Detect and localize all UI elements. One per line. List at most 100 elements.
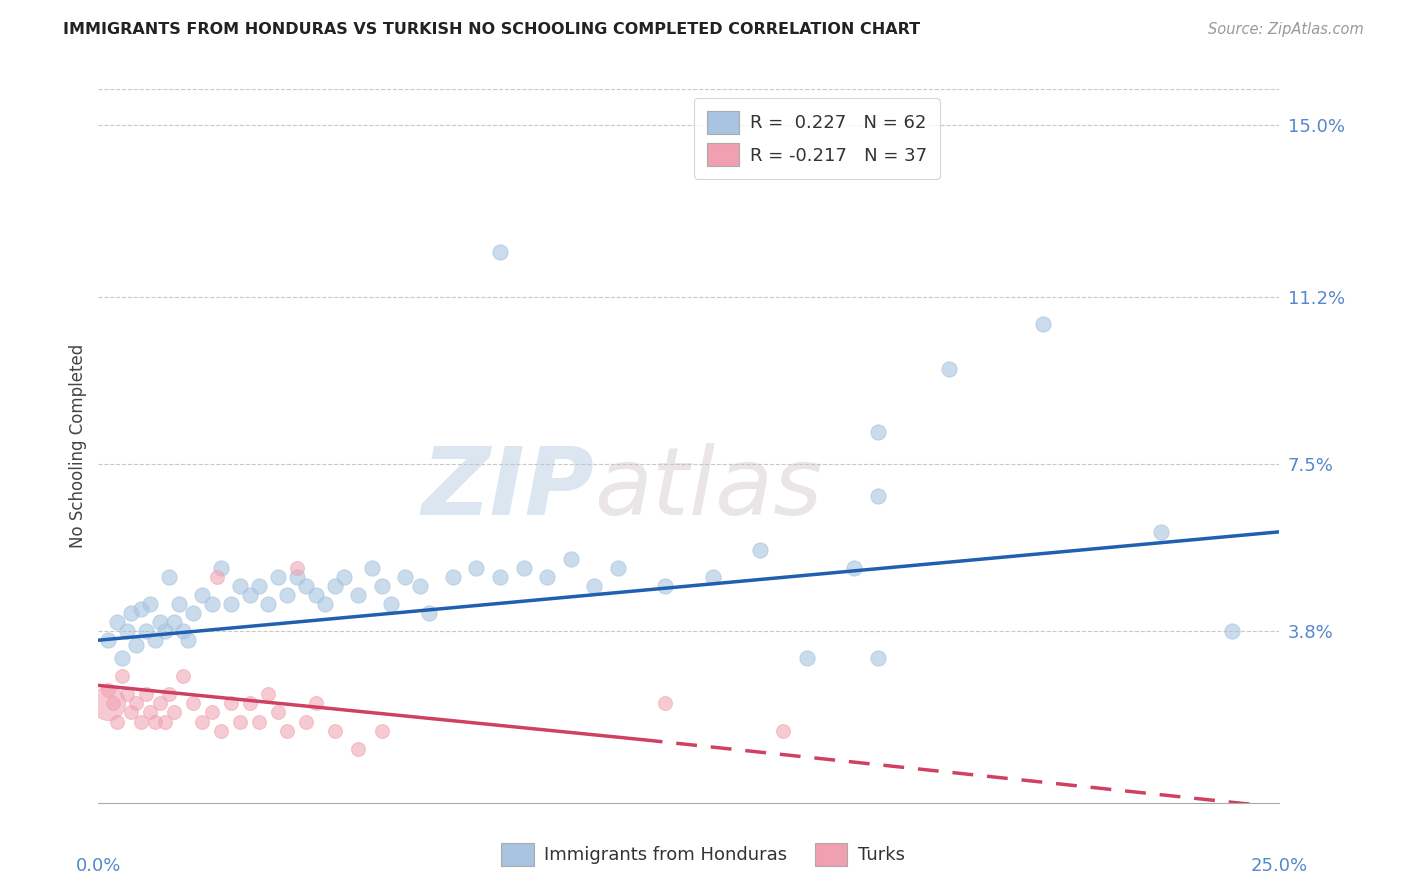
Point [229, 579, 252, 593]
Point [121, 606, 143, 620]
Point [866, 651, 889, 665]
Point [115, 624, 138, 639]
Point [125, 697, 148, 711]
Point [371, 579, 394, 593]
Point [163, 615, 186, 629]
Point [295, 579, 318, 593]
Point [97, 682, 120, 697]
Point [323, 579, 346, 593]
Point [323, 723, 346, 738]
Point [394, 570, 416, 584]
Point [276, 588, 298, 602]
Point [191, 714, 214, 729]
Point [654, 697, 676, 711]
Point [702, 570, 724, 584]
Point [157, 570, 180, 584]
Text: IMMIGRANTS FROM HONDURAS VS TURKISH NO SCHOOLING COMPLETED CORRELATION CHART: IMMIGRANTS FROM HONDURAS VS TURKISH NO S… [63, 22, 921, 37]
Point [305, 697, 328, 711]
Text: Source: ZipAtlas.com: Source: ZipAtlas.com [1208, 22, 1364, 37]
Point [314, 597, 336, 611]
Point [181, 697, 204, 711]
Text: 25.0%: 25.0% [1251, 857, 1308, 875]
Point [257, 687, 280, 701]
Legend: R =  0.227   N = 62, R = -0.217   N = 37: R = 0.227 N = 62, R = -0.217 N = 37 [695, 98, 939, 179]
Point [201, 597, 224, 611]
Point [267, 706, 290, 720]
Point [143, 714, 166, 729]
Point [163, 706, 186, 720]
Point [129, 714, 152, 729]
Point [866, 425, 889, 440]
Point [418, 606, 440, 620]
Point [295, 714, 318, 729]
Point [380, 597, 402, 611]
Point [181, 606, 204, 620]
Point [153, 714, 176, 729]
Point [361, 561, 384, 575]
Point [239, 588, 262, 602]
Point [172, 669, 194, 683]
Point [512, 561, 534, 575]
Point [489, 570, 512, 584]
Text: ZIP: ZIP [422, 442, 595, 535]
Point [347, 741, 370, 756]
Point [129, 601, 152, 615]
Point [201, 706, 224, 720]
Point [866, 489, 889, 503]
Point [167, 597, 190, 611]
Point [111, 669, 134, 683]
Point [607, 561, 630, 575]
Point [172, 624, 194, 639]
Point [157, 687, 180, 701]
Point [772, 723, 794, 738]
Point [748, 542, 770, 557]
Text: 0.0%: 0.0% [76, 857, 121, 875]
Point [97, 697, 120, 711]
Point [153, 624, 176, 639]
Point [247, 714, 270, 729]
Point [105, 615, 128, 629]
Text: atlas: atlas [595, 443, 823, 534]
Point [125, 638, 148, 652]
Point [209, 723, 232, 738]
Point [1150, 524, 1173, 539]
Point [276, 723, 298, 738]
Point [219, 697, 242, 711]
Point [305, 588, 328, 602]
Y-axis label: No Schooling Completed: No Schooling Completed [69, 344, 87, 548]
Point [239, 697, 262, 711]
Point [115, 687, 138, 701]
Point [229, 714, 252, 729]
Point [257, 597, 280, 611]
Point [143, 633, 166, 648]
Point [560, 552, 582, 566]
Point [101, 697, 124, 711]
Point [333, 570, 356, 584]
Point [149, 697, 172, 711]
Point [105, 714, 128, 729]
Point [285, 570, 308, 584]
Point [285, 561, 308, 575]
Point [1032, 317, 1054, 331]
Point [489, 244, 512, 259]
Point [465, 561, 488, 575]
Point [177, 633, 200, 648]
Point [135, 687, 157, 701]
Point [441, 570, 464, 584]
Point [408, 579, 430, 593]
Point [844, 561, 866, 575]
Point [796, 651, 818, 665]
Point [247, 579, 270, 593]
Point [938, 362, 960, 376]
Point [97, 633, 120, 648]
Point [191, 588, 214, 602]
Point [111, 651, 134, 665]
Legend: Immigrants from Honduras, Turks: Immigrants from Honduras, Turks [488, 830, 918, 879]
Point [267, 570, 290, 584]
Point [149, 615, 172, 629]
Point [209, 561, 232, 575]
Point [219, 597, 242, 611]
Point [536, 570, 558, 584]
Point [371, 723, 394, 738]
Point [205, 570, 228, 584]
